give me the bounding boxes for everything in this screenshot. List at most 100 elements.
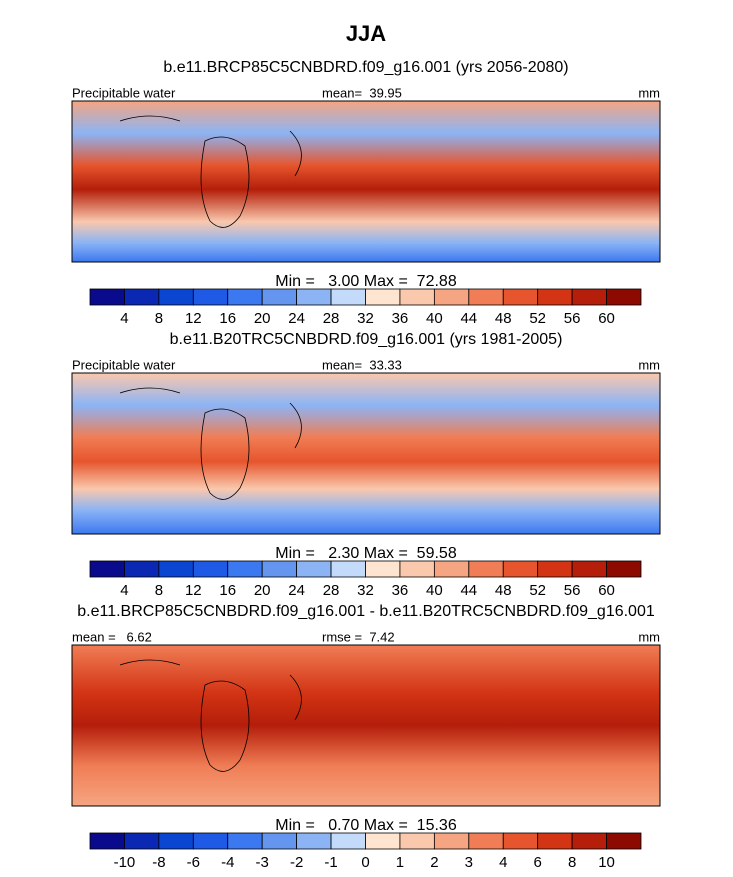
colorbar-label: 4	[120, 582, 128, 599]
coastline	[119, 659, 302, 772]
colorbar-label: 48	[495, 582, 512, 599]
colorbar-label: 20	[254, 310, 271, 327]
colorbar-label: 56	[564, 310, 581, 327]
colorbar-box	[468, 832, 504, 850]
colorbar-label: 48	[495, 310, 512, 327]
colorbar-label: 0	[361, 854, 369, 871]
colorbar-box	[606, 560, 642, 578]
colorbar-box	[261, 560, 298, 578]
colorbar-label: 28	[323, 582, 340, 599]
colorbar-box	[124, 560, 160, 578]
colorbar-label: 32	[357, 582, 374, 599]
coastline	[119, 115, 302, 228]
colorbar-box	[296, 288, 332, 306]
colorbar-label: -6	[187, 854, 200, 871]
colorbar-label: 52	[529, 582, 546, 599]
coastline	[119, 387, 302, 500]
colorbar-label: -3	[256, 854, 269, 871]
colorbar-box	[537, 832, 573, 850]
center-label: rmse = 7.42	[322, 629, 395, 644]
colorbar-box	[261, 832, 298, 850]
colorbar-label: 52	[529, 310, 546, 327]
colorbar-label: 20	[254, 582, 271, 599]
colorbar-box	[192, 832, 229, 850]
colorbar-label: 60	[598, 310, 615, 327]
colorbar-box	[571, 288, 607, 306]
center-label: mean= 39.95	[322, 85, 402, 100]
colorbar-box	[433, 832, 470, 850]
colorbar-box	[89, 560, 125, 578]
map-field	[71, 100, 661, 263]
colorbar-box	[124, 288, 160, 306]
colorbar-box	[606, 288, 642, 306]
colorbar-box	[502, 832, 539, 850]
colorbar-label: 40	[426, 310, 443, 327]
stats: Min = 0.70 Max = 15.36	[275, 817, 457, 834]
colorbar-box	[158, 832, 194, 850]
colorbar-box	[365, 560, 401, 578]
panel-title: b.e11.BRCP85C5CNBDRD.f09_g16.001 (yrs 20…	[163, 59, 568, 76]
colorbar-label: 24	[288, 582, 305, 599]
colorbar-box	[330, 560, 366, 578]
colorbar-label: 8	[155, 582, 163, 599]
colorbar-label: 4	[120, 310, 128, 327]
colorbar-label: 16	[219, 582, 236, 599]
colorbar-label: 3	[465, 854, 473, 871]
colorbar-label: 24	[288, 310, 305, 327]
colorbar-label: -2	[290, 854, 303, 871]
colorbar-label: 2	[430, 854, 438, 871]
colorbar-box	[227, 560, 263, 578]
colorbar-label: 40	[426, 582, 443, 599]
colorbar-label: 8	[568, 854, 576, 871]
colorbar-box	[468, 288, 504, 306]
colorbar-box	[330, 832, 366, 850]
colorbar-label: 44	[460, 310, 477, 327]
colorbar-label: 4	[499, 854, 507, 871]
colorbar-label: 6	[534, 854, 542, 871]
colorbar-box	[433, 288, 470, 306]
colorbar-box	[606, 832, 642, 850]
left-label: mean = 6.62	[72, 629, 152, 644]
center-label: mean= 33.33	[322, 357, 402, 372]
colorbar-box	[124, 832, 160, 850]
colorbar-label: -4	[221, 854, 234, 871]
colorbar-label: 10	[598, 854, 615, 871]
colorbar-box	[330, 288, 366, 306]
colorbar-box	[502, 560, 539, 578]
colorbar-box	[89, 832, 125, 850]
figure-title: JJA	[346, 21, 386, 46]
colorbar-label: 28	[323, 310, 340, 327]
colorbar-box	[537, 288, 573, 306]
colorbar-box	[365, 288, 401, 306]
colorbar-box	[571, 832, 607, 850]
colorbar-label: 8	[155, 310, 163, 327]
colorbar-box	[537, 560, 573, 578]
colorbar-label: -8	[152, 854, 165, 871]
panel-title: b.e11.BRCP85C5CNBDRD.f09_g16.001 - b.e11…	[77, 603, 655, 620]
colorbar-box	[192, 560, 229, 578]
stats: Min = 3.00 Max = 72.88	[275, 273, 457, 290]
colorbar-label: 32	[357, 310, 374, 327]
colorbar-box	[227, 288, 263, 306]
colorbar-box	[468, 560, 504, 578]
colorbar-label: 12	[185, 582, 202, 599]
colorbar-box	[261, 288, 298, 306]
colorbar-box	[158, 560, 194, 578]
right-label: mm	[638, 85, 660, 100]
colorbar-label: -1	[324, 854, 337, 871]
colorbar-label: 12	[185, 310, 202, 327]
colorbar-label: 60	[598, 582, 615, 599]
colorbar-label: -10	[114, 854, 136, 871]
colorbar-box	[158, 288, 194, 306]
colorbar-label: 56	[564, 582, 581, 599]
colorbar-label: 36	[392, 582, 409, 599]
map-field	[71, 644, 661, 807]
colorbar-box	[399, 560, 435, 578]
colorbar-box	[296, 832, 332, 850]
colorbar-box	[502, 288, 539, 306]
colorbar-box	[399, 832, 435, 850]
right-label: mm	[638, 357, 660, 372]
colorbar-box	[399, 288, 435, 306]
